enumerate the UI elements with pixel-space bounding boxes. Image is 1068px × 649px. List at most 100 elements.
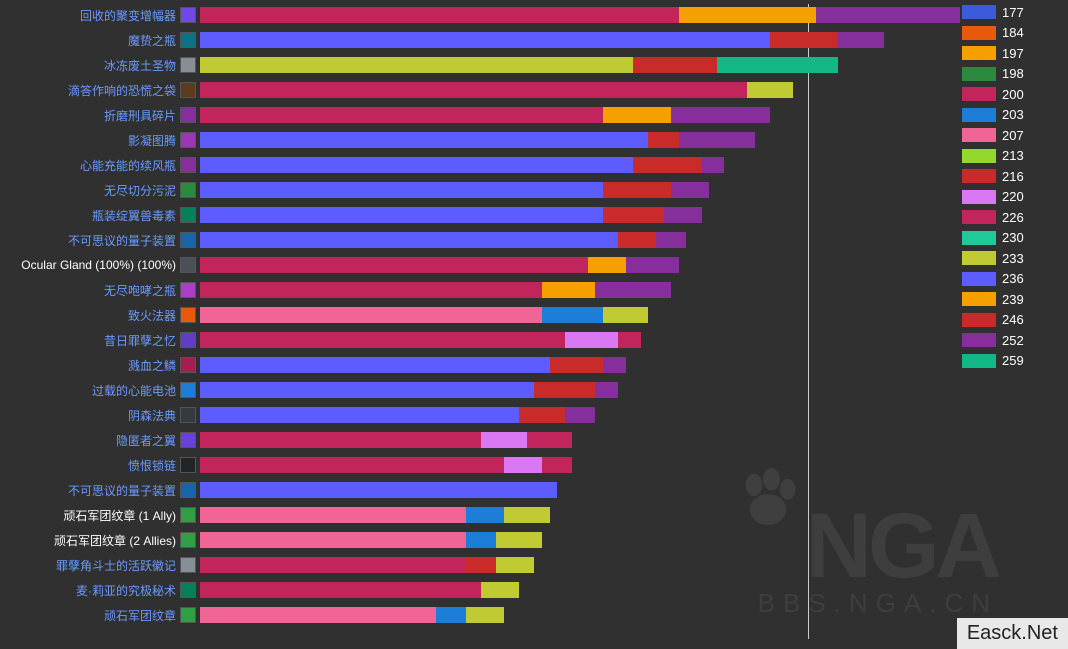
bar-segment	[200, 282, 542, 298]
row-label-wrap: 魔贽之瓶	[0, 30, 196, 50]
bar-track	[200, 457, 960, 473]
bar-track	[200, 532, 960, 548]
legend-item: 216	[962, 166, 1062, 187]
legend-swatch	[962, 272, 996, 286]
legend-label: 197	[1002, 46, 1024, 61]
chart-row: 阴森法典	[0, 405, 960, 429]
chart-row: 昔日罪孽之忆	[0, 330, 960, 354]
bar-segment	[603, 107, 671, 123]
legend-item: 252	[962, 330, 1062, 351]
row-label-wrap: 顽石军团纹章 (2 Allies)	[0, 530, 196, 550]
chart-row: 致火法器	[0, 305, 960, 329]
legend-label: 236	[1002, 271, 1024, 286]
bar-segment	[603, 207, 664, 223]
bar-segment	[466, 557, 496, 573]
chart-row: 顽石军团纹章 (1 Ally)	[0, 505, 960, 529]
bar-track	[200, 57, 960, 73]
legend-label: 246	[1002, 312, 1024, 327]
bar-segment	[200, 357, 550, 373]
legend-swatch	[962, 210, 996, 224]
item-icon	[180, 507, 196, 523]
bar-track	[200, 7, 960, 23]
bar-segment	[534, 382, 595, 398]
row-label-wrap: 顽石军团纹章	[0, 605, 196, 625]
item-icon	[180, 7, 196, 23]
legend-swatch	[962, 67, 996, 81]
bar-segment	[200, 432, 481, 448]
bar-track	[200, 157, 960, 173]
item-icon	[180, 32, 196, 48]
bar-segment	[595, 382, 618, 398]
bar-track	[200, 32, 960, 48]
bar-segment	[565, 332, 618, 348]
bar-segment	[200, 132, 648, 148]
bar-track	[200, 607, 960, 623]
bar-segment	[618, 232, 656, 248]
bar-segment	[603, 357, 626, 373]
bar-track	[200, 182, 960, 198]
bar-segment	[747, 82, 793, 98]
item-icon	[180, 57, 196, 73]
row-label-wrap: 麦·莉亚的究极秘术	[0, 580, 196, 600]
item-icon	[180, 157, 196, 173]
row-label: 罪孽角斗士的活跃徽记	[56, 557, 176, 574]
item-icon	[180, 357, 196, 373]
bar-track	[200, 557, 960, 573]
chart-row: 不可思议的量子装置	[0, 230, 960, 254]
row-label-wrap: 冰冻废土圣物	[0, 55, 196, 75]
bar-segment	[702, 157, 725, 173]
row-label: 麦·莉亚的究极秘术	[76, 582, 176, 599]
bar-segment	[200, 7, 679, 23]
item-icon	[180, 332, 196, 348]
legend-swatch	[962, 333, 996, 347]
row-label: 过载的心能电池	[92, 382, 176, 399]
chart-row: 心能充能的续风瓶	[0, 155, 960, 179]
bar-segment	[200, 607, 436, 623]
legend-item: 207	[962, 125, 1062, 146]
chart-row: 顽石军团纹章 (2 Allies)	[0, 530, 960, 554]
chart-row: 罪孽角斗士的活跃徽记	[0, 555, 960, 579]
bar-segment	[496, 532, 542, 548]
bar-segment	[603, 307, 649, 323]
bar-segment	[200, 482, 557, 498]
item-icon	[180, 182, 196, 198]
legend-item: 198	[962, 64, 1062, 85]
legend-label: 213	[1002, 148, 1024, 163]
row-label: Ocular Gland (100%) (100%)	[21, 258, 176, 272]
legend-label: 184	[1002, 25, 1024, 40]
legend-label: 239	[1002, 292, 1024, 307]
legend-swatch	[962, 46, 996, 60]
row-label: 影凝图腾	[128, 132, 176, 149]
row-label: 致火法器	[128, 307, 176, 324]
bar-segment	[633, 157, 701, 173]
bar-segment	[200, 507, 466, 523]
row-label-wrap: 无尽切分污泥	[0, 180, 196, 200]
chart-row: 魔贽之瓶	[0, 30, 960, 54]
bar-segment	[770, 32, 838, 48]
row-label-wrap: 隐匿者之翼	[0, 430, 196, 450]
bar-track	[200, 482, 960, 498]
bar-track	[200, 107, 960, 123]
bar-segment	[200, 457, 504, 473]
legend-swatch	[962, 169, 996, 183]
chart-row: 无尽切分污泥	[0, 180, 960, 204]
row-label-wrap: 心能充能的续风瓶	[0, 155, 196, 175]
legend-item: 233	[962, 248, 1062, 269]
item-icon	[180, 582, 196, 598]
bar-track	[200, 132, 960, 148]
legend-item: 200	[962, 84, 1062, 105]
row-label-wrap: 昔日罪孽之忆	[0, 330, 196, 350]
legend-label: 198	[1002, 66, 1024, 81]
bar-segment	[542, 282, 595, 298]
item-icon	[180, 132, 196, 148]
legend-swatch	[962, 251, 996, 265]
legend-swatch	[962, 190, 996, 204]
bar-segment	[200, 557, 466, 573]
bar-track	[200, 582, 960, 598]
bar-segment	[200, 307, 542, 323]
legend-swatch	[962, 26, 996, 40]
legend-item: 197	[962, 43, 1062, 64]
row-label-wrap: 无尽咆哮之瓶	[0, 280, 196, 300]
bar-segment	[466, 532, 496, 548]
legend-label: 216	[1002, 169, 1024, 184]
